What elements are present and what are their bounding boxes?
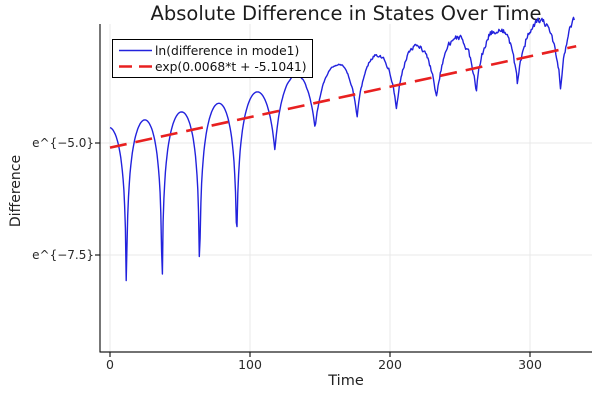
y-tick-label: e^{−7.5} — [32, 248, 94, 262]
x-tick-label: 100 — [238, 357, 262, 372]
x-axis-label: Time — [328, 373, 364, 389]
legend-entry-label: ln(difference in mode1) — [155, 44, 299, 58]
y-tick-label: e^{−5.0} — [32, 136, 94, 150]
legend-box — [112, 39, 313, 78]
x-tick-label: 200 — [378, 357, 402, 372]
series-line-exp-fit — [109, 44, 577, 149]
x-tick-label: 300 — [518, 357, 542, 372]
legend-entry-label: exp(0.0068*t + -5.1041) — [155, 60, 307, 74]
chart-title: Absolute Difference in States Over Time — [150, 2, 542, 25]
x-tick-label: 0 — [106, 357, 114, 372]
series-line-ln-difference — [109, 16, 575, 282]
